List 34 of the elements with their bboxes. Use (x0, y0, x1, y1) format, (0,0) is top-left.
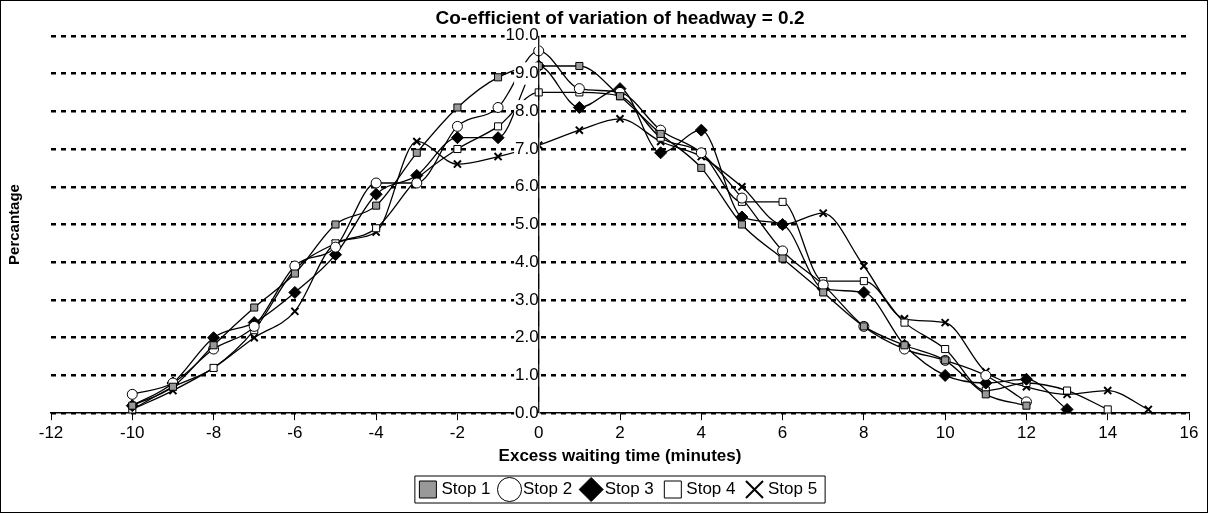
y-tick-label: 2.0 (515, 327, 539, 347)
x-tick-label: 2 (615, 423, 625, 443)
legend-label: Stop 3 (604, 479, 654, 499)
y-tick-label: 5.0 (515, 214, 539, 234)
x-tick-label: 8 (859, 423, 869, 443)
x-tick-label: 12 (1016, 423, 1036, 443)
x-tick-label: -10 (120, 423, 145, 443)
x-tick-label: -2 (449, 423, 465, 443)
x-tick-label: 0 (533, 423, 544, 443)
y-tick-label: 0.0 (515, 402, 539, 422)
x-tick-label: -8 (206, 423, 222, 443)
y-tick-label: 6.0 (515, 176, 539, 196)
y-tick-label: 3.0 (515, 289, 539, 309)
x-tick-label: 4 (696, 423, 707, 443)
legend-label: Stop 4 (686, 479, 736, 499)
chart-title: Co-efficient of variation of headway = 0.2 (435, 6, 805, 28)
legend-label: Stop 1 (441, 479, 491, 499)
y-tick-label: 7.0 (515, 138, 539, 158)
legend-label: Stop 2 (523, 479, 573, 499)
x-tick-label: -12 (38, 423, 64, 443)
x-axis-title: Excess waiting time (minutes) (498, 446, 742, 466)
y-tick-label: 8.0 (515, 100, 539, 120)
y-tick-label: 9.0 (515, 63, 539, 83)
x-tick-label: -4 (368, 423, 384, 443)
y-tick-label: 10.0 (505, 25, 539, 45)
legend-label: Stop 5 (767, 479, 818, 499)
x-tick-label: 16 (1179, 423, 1199, 443)
y-tick-label: 1.0 (515, 365, 539, 385)
x-tick-label: 14 (1098, 423, 1118, 443)
x-tick-label: 6 (777, 423, 788, 443)
y-tick-label: 4.0 (515, 251, 539, 271)
x-tick-label: 10 (935, 423, 955, 443)
x-tick-label: -6 (287, 423, 303, 443)
y-axis-title: Percantage (5, 184, 23, 265)
